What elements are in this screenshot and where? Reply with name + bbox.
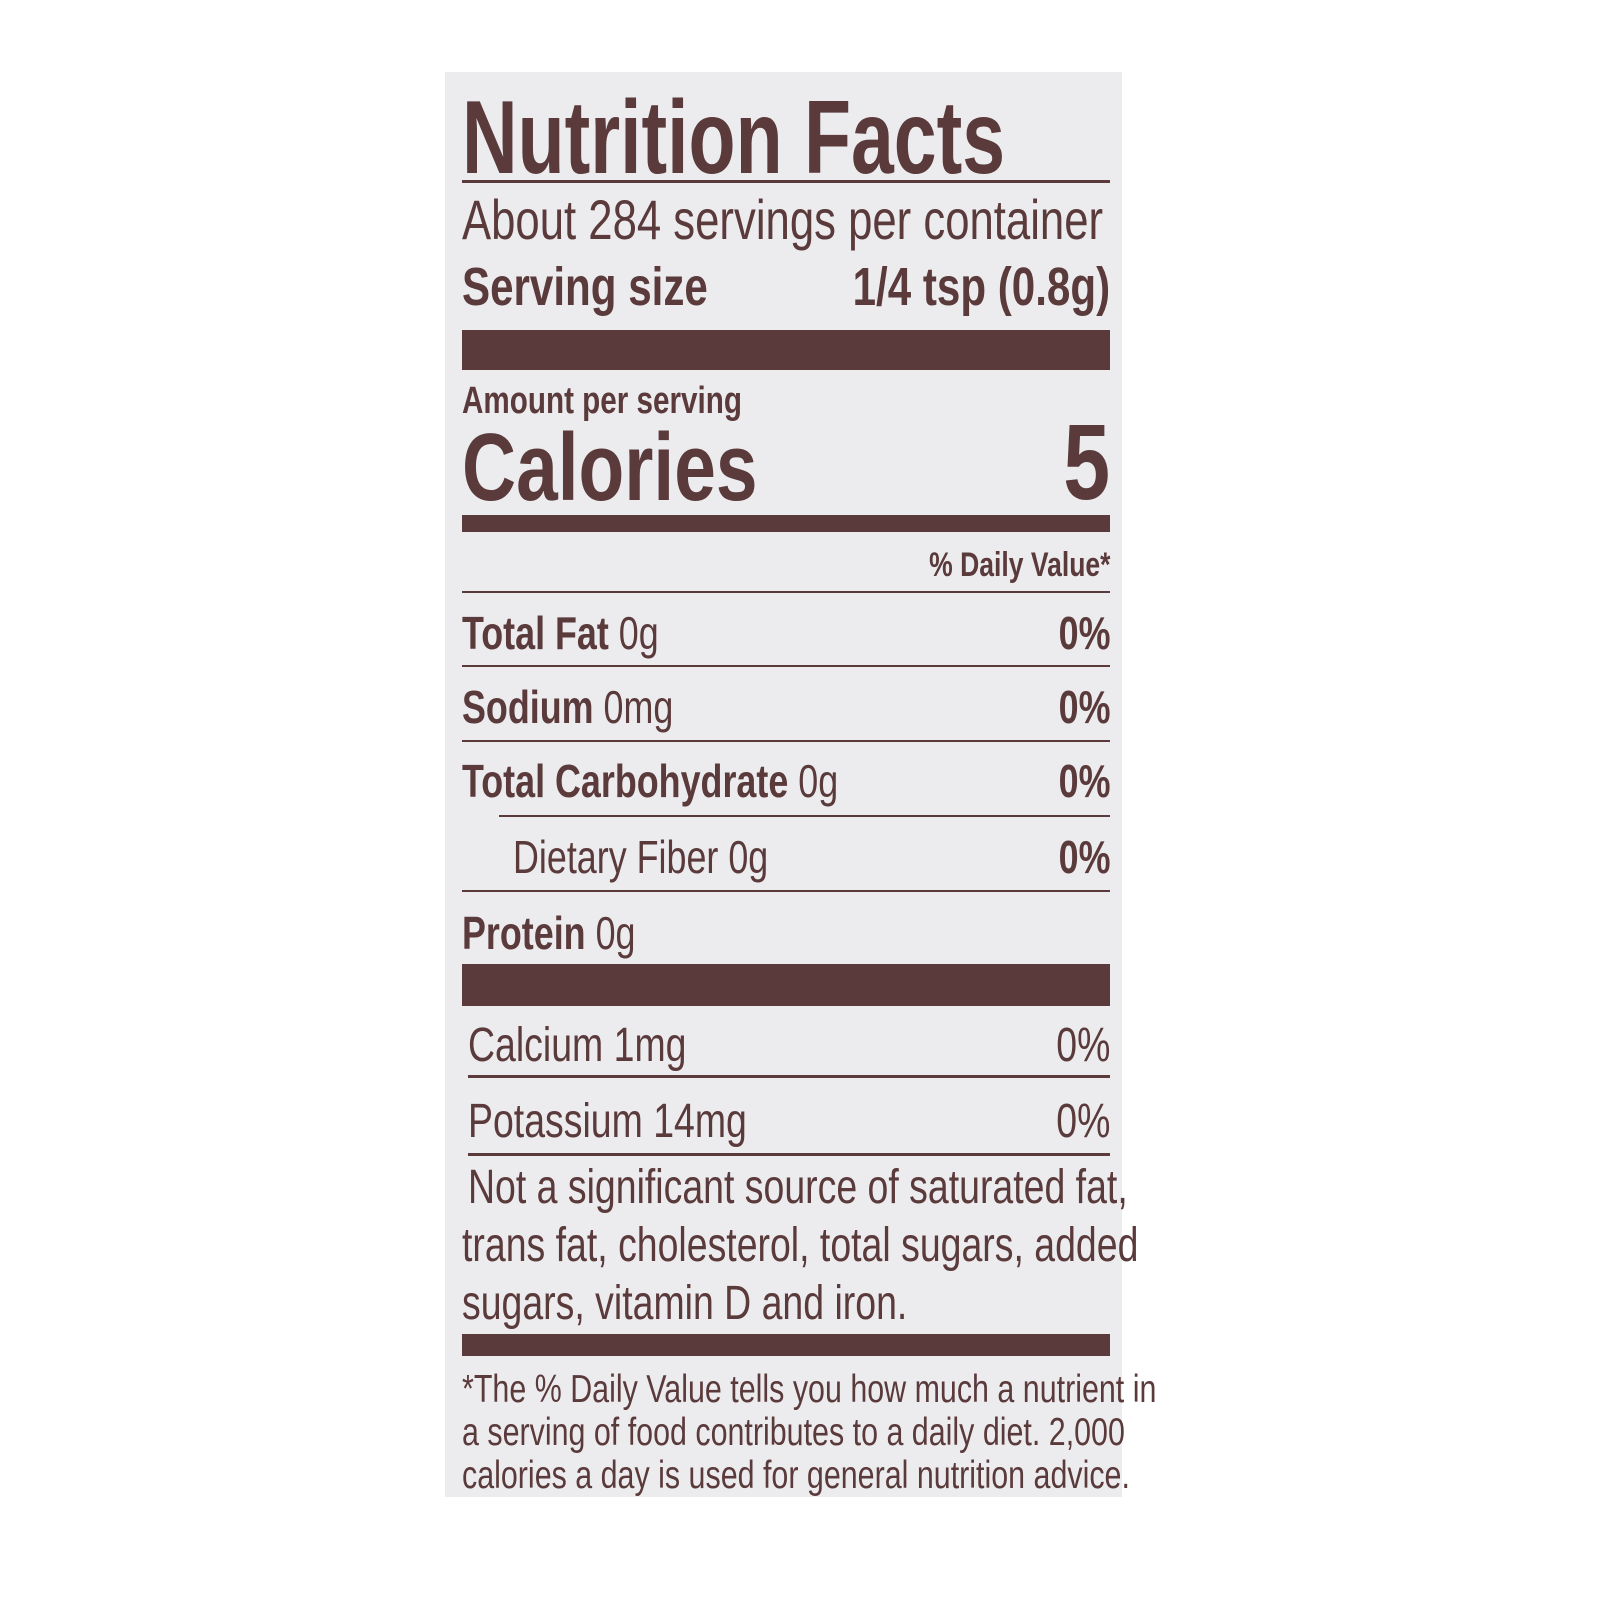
footnote-line: a serving of food contributes to a daily… xyxy=(462,1411,1125,1454)
calories-label: Calories xyxy=(462,414,758,521)
nutrient-name: Protein xyxy=(462,907,586,959)
divider xyxy=(462,740,1110,742)
nutrient-name: Total Carbohydrate xyxy=(462,755,789,807)
nutrient-name: Total Fat xyxy=(462,607,609,659)
divider xyxy=(462,180,1110,183)
nutrient-dv: 0% xyxy=(1058,755,1110,807)
not-significant-line: Not a significant source of saturated fa… xyxy=(468,1161,1128,1214)
not-significant-line: sugars, vitamin D and iron. xyxy=(462,1277,908,1330)
divider xyxy=(468,1075,1110,1078)
divider xyxy=(462,591,1110,593)
thick-divider xyxy=(462,330,1110,370)
daily-value-header: % Daily Value* xyxy=(928,546,1110,584)
not-significant-line: trans fat, cholesterol, total sugars, ad… xyxy=(462,1219,1139,1272)
nutrient-amount: 0mg xyxy=(603,681,674,733)
footnote-line: *The % Daily Value tells you how much a … xyxy=(462,1368,1157,1411)
thick-divider xyxy=(462,1334,1110,1356)
divider xyxy=(499,815,1110,817)
nutrient-name: Dietary Fiber xyxy=(513,831,719,883)
divider xyxy=(462,890,1110,892)
label-title: Nutrition Facts xyxy=(462,80,1006,196)
mineral-text: Calcium 1mg xyxy=(468,1019,687,1072)
servings-per-container: About 284 servings per container xyxy=(462,188,1104,251)
divider xyxy=(468,1153,1110,1156)
medium-divider xyxy=(462,515,1110,532)
mineral-dv: 0% xyxy=(1055,1019,1110,1072)
divider xyxy=(462,665,1110,667)
calories-value: 5 xyxy=(1063,401,1110,522)
footnote-line: calories a day is used for general nutri… xyxy=(462,1454,1130,1497)
mineral-text: Potassium 14mg xyxy=(468,1095,747,1148)
mineral-dv: 0% xyxy=(1055,1095,1110,1148)
serving-size-value: 1/4 tsp (0.8g) xyxy=(852,257,1110,317)
thick-divider xyxy=(462,964,1110,1006)
nutrient-amount: 0g xyxy=(728,831,769,883)
serving-size-label: Serving size xyxy=(462,257,708,317)
nutrient-amount: 0g xyxy=(595,907,636,959)
nutrient-dv: 0% xyxy=(1058,681,1110,733)
nutrition-facts-label: Nutrition Facts About 284 servings per c… xyxy=(445,72,1156,1497)
nutrient-dv: 0% xyxy=(1058,831,1110,883)
amount-per-serving: Amount per serving xyxy=(462,380,742,422)
nutrient-amount: 0g xyxy=(798,755,839,807)
nutrient-dv: 0% xyxy=(1058,607,1110,659)
nutrient-name: Sodium xyxy=(462,681,594,733)
nutrient-amount: 0g xyxy=(618,607,659,659)
